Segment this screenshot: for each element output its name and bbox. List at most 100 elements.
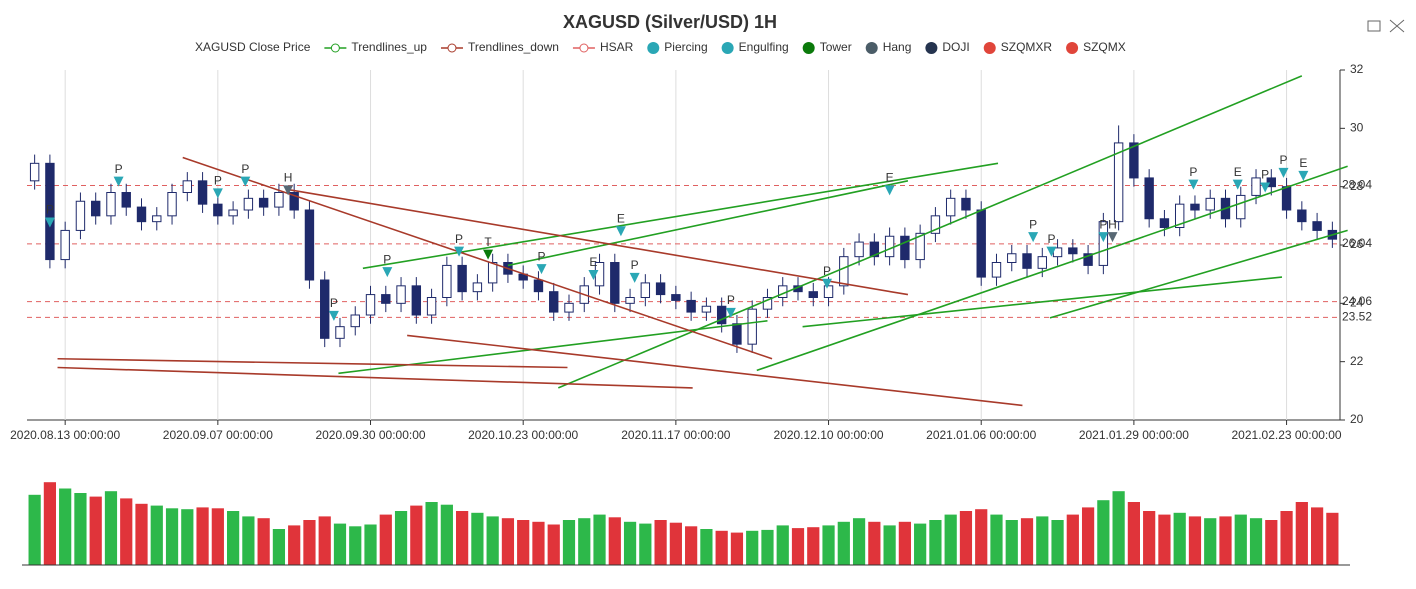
x-tick-label: 2020.10.23 00:00:00	[468, 428, 578, 442]
legend-icon	[925, 42, 938, 54]
trendline	[57, 366, 693, 389]
volume-bar	[623, 521, 637, 565]
pattern-label: H	[1108, 217, 1117, 231]
pattern-marker	[328, 310, 339, 321]
y-tick-label: 30	[1350, 121, 1364, 135]
volume-bar	[227, 511, 240, 565]
volume-bar	[150, 505, 163, 565]
candle-body	[1266, 177, 1276, 188]
candle-body	[1022, 253, 1032, 269]
candle-body	[854, 241, 864, 258]
candle-body	[884, 235, 895, 258]
candle-body	[1281, 186, 1292, 211]
volume-bar	[181, 509, 194, 565]
candle-body	[320, 279, 330, 339]
legend-label: XAGUSD Close Price	[195, 40, 311, 54]
candle-body	[182, 180, 193, 193]
pattern-marker	[536, 264, 547, 275]
pattern-label: P	[1261, 168, 1269, 182]
volume-bar	[593, 514, 606, 565]
level-label: 24.06	[1342, 294, 1372, 308]
legend-label: Piercing	[664, 40, 707, 54]
candle-body	[442, 264, 452, 298]
trendline	[287, 188, 909, 296]
volume-bar	[852, 518, 866, 565]
volume-bar	[959, 511, 973, 565]
candle-body	[808, 291, 818, 298]
pattern-marker	[454, 246, 465, 257]
restore-icon[interactable]	[1389, 19, 1405, 33]
volume-bar	[486, 516, 499, 565]
legend-icon	[647, 42, 660, 54]
volume-bar	[1081, 507, 1095, 565]
candle-body	[45, 162, 55, 261]
x-tick-label: 2020.12.10 00:00:00	[773, 428, 883, 442]
toolbox[interactable]	[1367, 19, 1405, 33]
volume-bar	[425, 502, 438, 565]
pattern-label: P	[1029, 217, 1037, 231]
pattern-marker	[483, 249, 494, 260]
pattern-marker	[1278, 167, 1289, 178]
pattern-label: P	[823, 264, 831, 278]
candle-body	[365, 294, 376, 316]
candle-body	[1129, 142, 1139, 179]
pattern-label: P	[727, 293, 735, 307]
volume-bar	[791, 528, 805, 565]
candle-body	[350, 314, 360, 328]
x-tick-label: 2020.08.13 00:00:00	[10, 428, 120, 442]
volume-bar	[715, 530, 728, 565]
volume-bar	[700, 529, 713, 565]
pattern-marker	[615, 226, 626, 237]
volume-bar	[1143, 511, 1156, 565]
volume-bar	[1295, 502, 1308, 565]
volume-bar	[990, 514, 1003, 565]
volume-bar	[1112, 491, 1125, 565]
legend-label: Engulfing	[739, 40, 789, 54]
y-tick-label: 22	[1350, 354, 1364, 368]
legend-icon	[865, 42, 878, 54]
candle-body	[1068, 247, 1078, 255]
candle-body	[1144, 177, 1154, 220]
volume-bar	[517, 520, 530, 565]
volume-bar	[501, 518, 515, 565]
x-tick-label: 2021.01.29 00:00:00	[1079, 428, 1189, 442]
pattern-marker	[283, 185, 294, 196]
trendline	[362, 162, 999, 270]
pattern-marker	[822, 278, 833, 289]
volume-bar	[1005, 520, 1018, 565]
volume-bar	[43, 482, 57, 565]
zoom-icon[interactable]	[1367, 20, 1381, 32]
candle-body	[274, 192, 284, 208]
candle-body	[1007, 253, 1017, 263]
volume-bar	[242, 516, 255, 565]
candle-body	[869, 241, 880, 258]
pattern-label: P	[455, 232, 463, 246]
volume-bar	[608, 517, 621, 565]
candle-body	[1190, 203, 1200, 211]
volume-bar	[776, 525, 789, 565]
volume-bar	[1066, 514, 1079, 565]
candle-body	[136, 206, 147, 223]
trendline	[756, 165, 1348, 372]
y-tick-label: 32	[1350, 62, 1364, 76]
candle-body	[1236, 194, 1246, 220]
pattern-marker	[1046, 246, 1057, 257]
pattern-label: T	[484, 235, 492, 249]
pattern-marker	[588, 270, 599, 280]
volume-bar	[104, 491, 118, 565]
pattern-label: P	[1047, 232, 1055, 246]
candle-body	[915, 232, 925, 261]
legend-label: Hang	[883, 40, 912, 54]
volume-bar	[1097, 500, 1110, 565]
pattern-label: P	[538, 249, 546, 263]
volume-bar	[1249, 518, 1263, 565]
volume-bar	[837, 521, 850, 565]
volume-bar	[1051, 520, 1064, 565]
volume-bar	[349, 526, 362, 565]
volume-bar	[730, 532, 744, 565]
volume-bar	[257, 518, 270, 565]
trendline	[407, 334, 1023, 407]
candle-body	[1312, 221, 1322, 231]
candle-body	[75, 200, 86, 231]
candle-body	[304, 209, 315, 281]
